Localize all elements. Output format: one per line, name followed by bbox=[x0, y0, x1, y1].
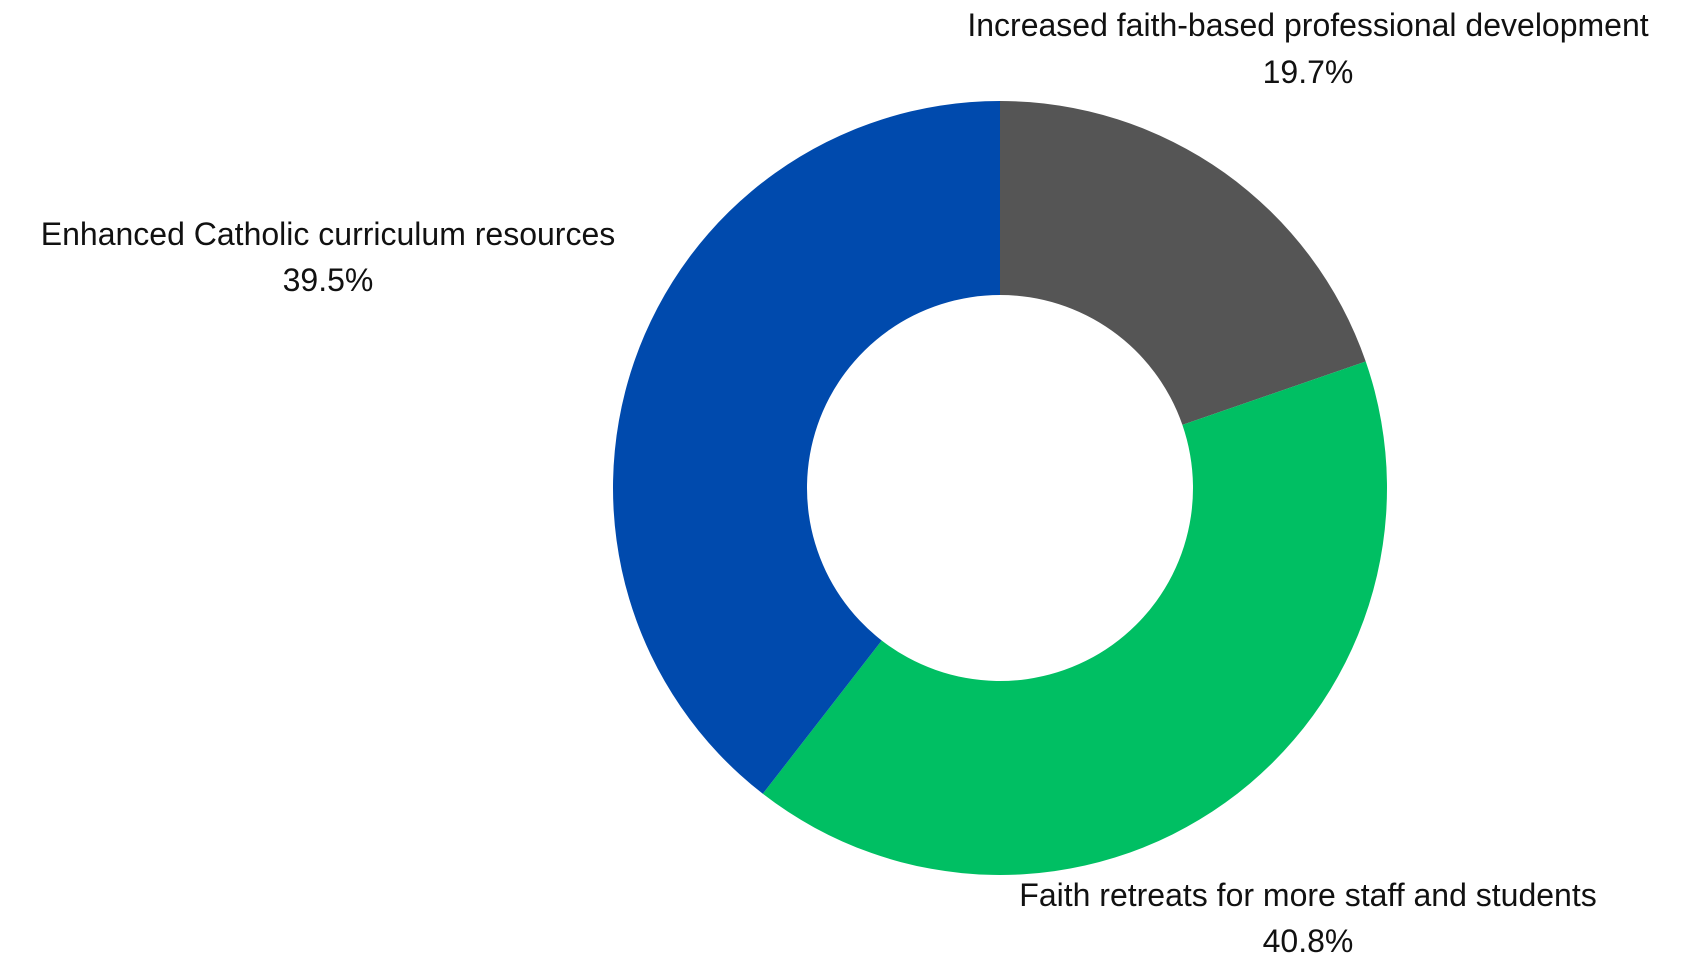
slices-group bbox=[613, 101, 1387, 875]
slice-professional-development bbox=[1000, 101, 1366, 425]
slice-value-professional-development: 19.7% bbox=[1263, 54, 1354, 90]
slice-curriculum-resources bbox=[613, 101, 1000, 794]
slice-label-curriculum-resources: Enhanced Catholic curriculum resources bbox=[41, 216, 615, 252]
slice-label-faith-retreats: Faith retreats for more staff and studen… bbox=[1019, 877, 1596, 913]
slice-label-professional-development: Increased faith-based professional devel… bbox=[967, 7, 1648, 43]
slice-value-faith-retreats: 40.8% bbox=[1263, 923, 1354, 955]
slice-value-curriculum-resources: 39.5% bbox=[283, 262, 374, 298]
slice-faith-retreats bbox=[762, 361, 1387, 875]
